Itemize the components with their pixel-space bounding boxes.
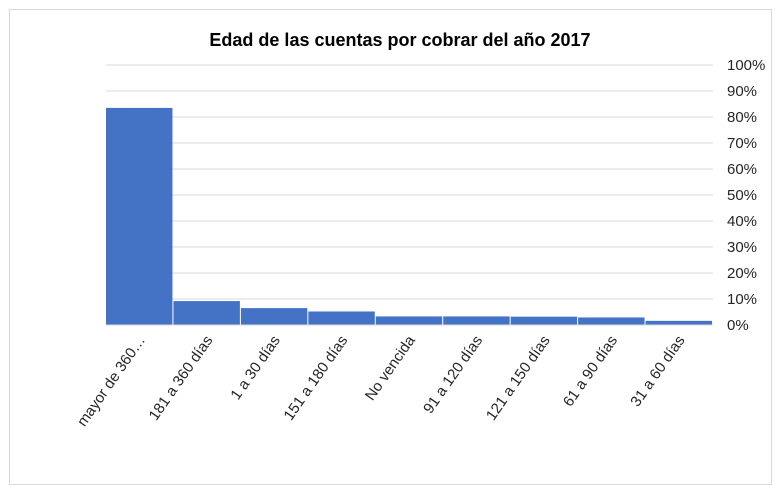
x-tick-label: 121 a 150 días	[483, 333, 554, 424]
y-tick-label: 10%	[727, 291, 757, 308]
bar	[173, 301, 240, 325]
y-tick-label: 30%	[727, 239, 757, 256]
x-tick-label: 31 a 60 días	[627, 333, 688, 410]
x-tick-label: mayor de 360…	[74, 333, 149, 430]
x-tick-label: 181 a 360 días	[146, 333, 217, 424]
y-axis-ticks: 0% 10% 20% 30% 40% 50% 60% 70% 80% 90% 100%	[727, 57, 765, 334]
y-tick-label: 80%	[727, 109, 757, 126]
x-tick-label: 151 a 180 días	[280, 333, 351, 424]
gridlines	[106, 64, 713, 300]
y-tick-label: 50%	[727, 187, 757, 204]
y-tick-label: 70%	[727, 135, 757, 152]
y-tick-label: 90%	[727, 83, 757, 100]
bar	[510, 316, 578, 325]
bar	[443, 316, 510, 325]
x-tick-label: 91 a 120 días	[420, 333, 486, 417]
y-tick-label: 40%	[727, 213, 757, 230]
bar	[645, 320, 712, 325]
y-tick-label: 20%	[727, 265, 757, 282]
chart-title: Edad de las cuentas por cobrar del año 2…	[209, 30, 590, 50]
bars	[106, 107, 712, 326]
bar	[578, 317, 645, 325]
y-tick-label: 0%	[727, 317, 749, 334]
x-axis-labels: mayor de 360…181 a 360 días 1 a 30 días15…	[74, 332, 689, 430]
bar	[308, 311, 375, 325]
bar	[106, 107, 173, 326]
x-tick-label: 61 a 90 días	[560, 333, 621, 410]
bar	[375, 316, 443, 325]
y-tick-label: 60%	[727, 161, 757, 178]
bar	[240, 308, 308, 325]
x-tick-label: No vencida	[362, 332, 419, 404]
x-tick-label: 1 a 30 días	[227, 333, 284, 404]
y-tick-label: 100%	[727, 57, 765, 74]
